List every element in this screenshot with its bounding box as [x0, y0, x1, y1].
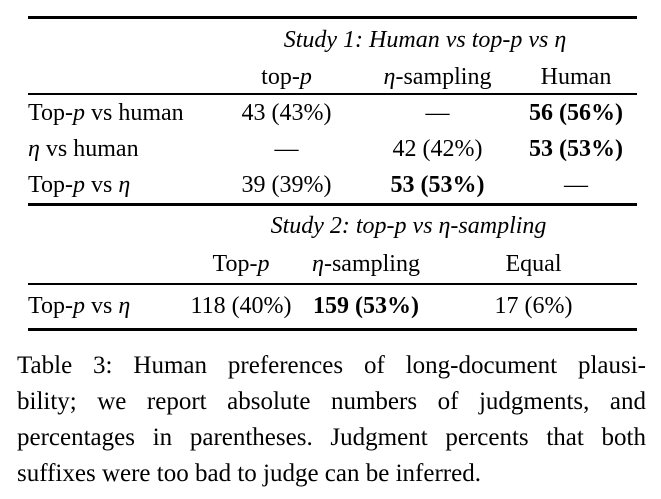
- cell: 159 (53%): [313, 293, 419, 319]
- study2-table: Study 2: top-p vs η-sampling Top-p η-sam…: [28, 206, 638, 331]
- cell: —: [425, 99, 450, 126]
- cell: —: [274, 135, 299, 162]
- study2-col-top-p: Top-p: [180, 246, 302, 285]
- cell: 17 (6%): [494, 293, 573, 319]
- cell: —: [564, 171, 588, 198]
- study2-col-eta-sampling: η-sampling: [302, 246, 430, 285]
- table-caption: Table 3: Human preferences of long-docum…: [17, 348, 646, 492]
- study1-col-eta-sampling: η-sampling: [360, 61, 515, 95]
- row-label-top-p-vs-eta: Top-p vs η: [28, 171, 131, 198]
- study2-column-header-row: Top-p η-sampling Equal: [28, 246, 638, 285]
- table-row: η vs human — 42 (42%) 53 (53%): [28, 131, 637, 167]
- empty-cell: [28, 61, 213, 95]
- caption-line: bility; we report absolute numbers of ju…: [17, 388, 646, 415]
- table-row: Top-p vs η 39 (39%) 53 (53%) —: [28, 167, 637, 205]
- row-label-top-p-vs-human: Top-p vs human: [28, 99, 184, 126]
- empty-cell: [28, 18, 213, 62]
- study1-heading: Study 1: Human vs top-p vs η: [283, 26, 567, 53]
- empty-cell: [28, 206, 180, 246]
- study2-heading-row: Study 2: top-p vs η-sampling: [28, 206, 637, 246]
- cell: 42 (42%): [392, 135, 483, 162]
- caption-line: percentages in parentheses. Judgment per…: [17, 424, 646, 451]
- cell: 118 (40%): [190, 293, 292, 319]
- study1-table: Study 1: Human vs top-p vs η top-p η-sam…: [28, 16, 638, 206]
- cell: 43 (43%): [241, 99, 332, 126]
- cell: 56 (56%): [529, 99, 623, 126]
- study1-col-human: Human: [515, 61, 638, 95]
- study1-column-header-row: top-p η-sampling Human: [28, 61, 638, 95]
- cell: 53 (53%): [529, 135, 623, 162]
- study1-col-top-p: top-p: [213, 61, 360, 95]
- study2-col-equal: Equal: [430, 246, 638, 285]
- cell: 53 (53%): [390, 171, 485, 198]
- study1-heading-row: Study 1: Human vs top-p vs η: [28, 18, 637, 62]
- caption-line: suffixes were too bad to judge can be in…: [17, 460, 481, 487]
- row-label-eta-vs-human: η vs human: [28, 135, 139, 162]
- empty-cell: [28, 246, 180, 285]
- row-label-top-p-vs-eta: Top-p vs η: [28, 293, 131, 319]
- caption-line: Table 3: Human preferences of long-docum…: [17, 352, 646, 379]
- study2-heading: Study 2: top-p vs η-sampling: [270, 212, 547, 239]
- table-row: Top-p vs human 43 (43%) — 56 (56%): [28, 94, 637, 131]
- table-3: Study 1: Human vs top-p vs η top-p η-sam…: [28, 16, 638, 331]
- table-row: Top-p vs η 118 (40%) 159 (53%) 17 (6%): [28, 284, 637, 330]
- cell: 39 (39%): [241, 171, 332, 198]
